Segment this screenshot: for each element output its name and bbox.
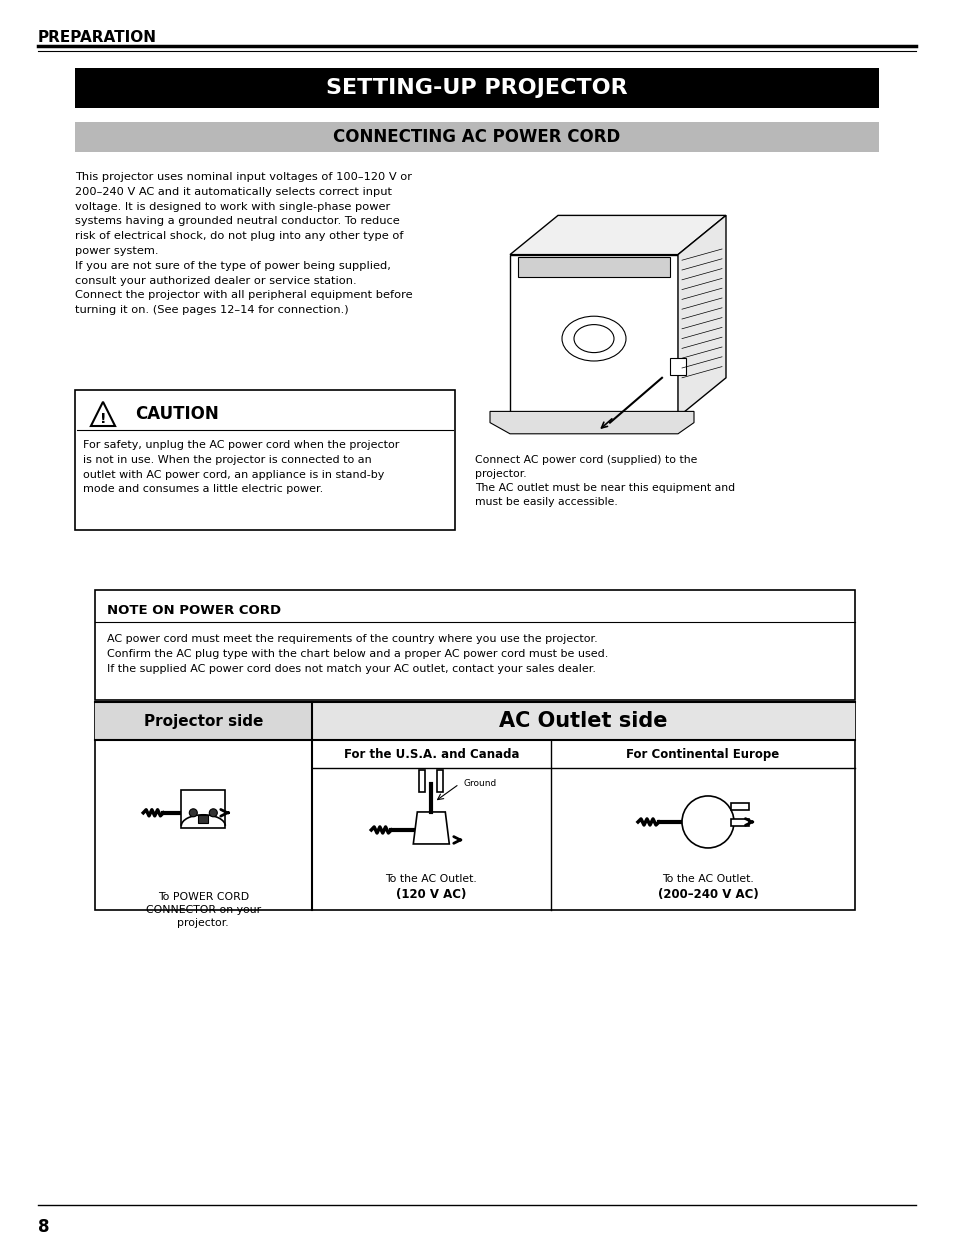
Bar: [730, 819, 748, 826]
Bar: [419, 769, 425, 792]
Text: This projector uses nominal input voltages of 100–120 V or
200–240 V AC and it a: This projector uses nominal input voltag…: [75, 172, 413, 315]
Polygon shape: [510, 215, 725, 254]
Text: For the U.S.A. and Canada: For the U.S.A. and Canada: [343, 747, 518, 761]
Text: Connect AC power cord (supplied) to the: Connect AC power cord (supplied) to the: [475, 454, 697, 466]
Text: CONNECTOR on your: CONNECTOR on your: [146, 905, 260, 915]
Bar: [95, 701, 312, 740]
Text: Ground: Ground: [463, 779, 496, 788]
Polygon shape: [510, 254, 678, 417]
Text: To POWER CORD: To POWER CORD: [157, 892, 249, 902]
Circle shape: [681, 797, 733, 848]
Text: AC Outlet side: AC Outlet side: [498, 711, 667, 731]
Text: PREPARATION: PREPARATION: [38, 30, 157, 44]
Bar: [436, 769, 443, 792]
Text: Projector side: Projector side: [144, 714, 263, 729]
Text: CAUTION: CAUTION: [135, 405, 218, 424]
Bar: [75, 68, 878, 107]
Text: AC power cord must meet the requirements of the country where you use the projec: AC power cord must meet the requirements…: [107, 634, 608, 673]
Bar: [669, 358, 685, 375]
Bar: [517, 257, 669, 277]
Text: SETTING-UP PROJECTOR: SETTING-UP PROJECTOR: [326, 78, 627, 98]
Circle shape: [189, 809, 197, 816]
Text: !: !: [100, 412, 106, 426]
Text: NOTE ON POWER CORD: NOTE ON POWER CORD: [107, 604, 281, 618]
Text: To the AC Outlet.: To the AC Outlet.: [661, 874, 753, 884]
Text: To the AC Outlet.: To the AC Outlet.: [385, 874, 476, 884]
Text: (120 V AC): (120 V AC): [395, 888, 466, 902]
Text: (200–240 V AC): (200–240 V AC): [657, 888, 758, 902]
Text: must be easily accessible.: must be easily accessible.: [475, 496, 618, 508]
Text: projector.: projector.: [177, 918, 229, 927]
Bar: [75, 122, 878, 152]
Polygon shape: [490, 411, 693, 433]
Circle shape: [209, 809, 217, 816]
Text: For safety, unplug the AC power cord when the projector
is not in use. When the : For safety, unplug the AC power cord whe…: [83, 440, 399, 494]
Bar: [95, 590, 854, 700]
Bar: [75, 390, 455, 530]
Polygon shape: [413, 811, 449, 844]
Bar: [312, 701, 854, 740]
Bar: [95, 701, 854, 910]
Text: 8: 8: [38, 1218, 50, 1235]
Bar: [181, 790, 225, 827]
Bar: [198, 815, 208, 823]
Text: The AC outlet must be near this equipment and: The AC outlet must be near this equipmen…: [475, 483, 735, 493]
Bar: [730, 803, 748, 810]
Text: projector.: projector.: [475, 469, 526, 479]
Polygon shape: [678, 215, 725, 417]
Text: For Continental Europe: For Continental Europe: [626, 747, 779, 761]
Text: CONNECTING AC POWER CORD: CONNECTING AC POWER CORD: [333, 128, 620, 146]
